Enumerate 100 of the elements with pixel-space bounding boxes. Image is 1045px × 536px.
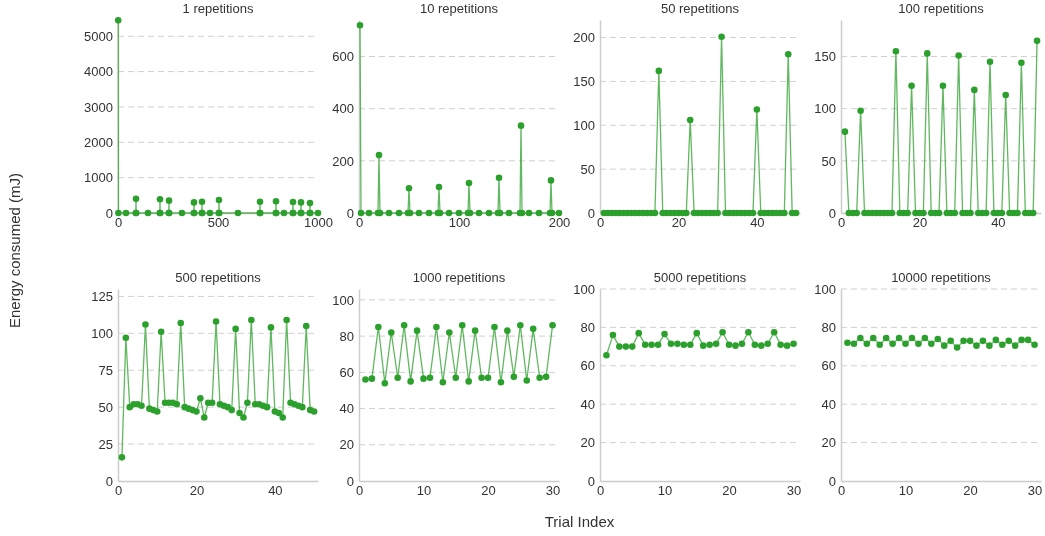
point [764, 340, 772, 347]
point [394, 374, 401, 382]
point [1005, 337, 1013, 345]
point [244, 399, 251, 407]
point [142, 321, 149, 328]
y-tick-label: 600 [332, 49, 354, 65]
point [651, 209, 659, 217]
point [960, 337, 967, 345]
point [306, 199, 314, 207]
y-tick-label: 0 [587, 205, 595, 221]
point [549, 321, 556, 329]
point [193, 408, 200, 415]
point [529, 325, 537, 333]
y-tick-label: 0 [105, 473, 113, 489]
point [923, 50, 931, 57]
point [471, 327, 479, 334]
point [248, 316, 255, 324]
point [971, 86, 978, 94]
y-tick-label: 150 [573, 74, 595, 90]
point [725, 341, 733, 348]
point [368, 375, 376, 382]
point [1031, 341, 1038, 348]
x-tick-label: 20 [481, 483, 496, 499]
y-tick-label: 20 [339, 437, 354, 453]
point [999, 341, 1006, 348]
point [863, 340, 871, 347]
y-tick-label: 1000 [84, 170, 113, 186]
x-tick-label: 30 [786, 483, 802, 499]
chart-title: 10 repetitions [419, 1, 499, 16]
point [420, 375, 427, 382]
point [784, 50, 792, 58]
point [732, 342, 739, 349]
point [661, 330, 668, 338]
point [425, 209, 433, 217]
point [156, 195, 164, 203]
point [749, 209, 757, 217]
point [198, 209, 206, 217]
chart-title: 500 repetitions [175, 270, 262, 285]
x-tick-label: 20 [189, 483, 205, 499]
point [497, 379, 505, 386]
point [547, 177, 555, 184]
point [536, 374, 543, 382]
point [275, 409, 283, 417]
point [523, 377, 531, 384]
point [517, 321, 524, 329]
y-tick-label: 150 [814, 49, 836, 65]
point [654, 341, 662, 348]
point [967, 209, 974, 217]
point [289, 209, 297, 217]
point [272, 198, 280, 205]
point [505, 209, 513, 217]
y-tick-label: 50 [821, 153, 836, 169]
y-tick-label: 400 [332, 101, 354, 117]
point [616, 343, 623, 350]
y-tick-label: 100 [814, 101, 836, 117]
point [200, 414, 208, 421]
point [279, 414, 286, 421]
x-tick-label: 10 [657, 483, 673, 499]
point [751, 341, 759, 348]
point [381, 379, 389, 387]
y-tick-label: 40 [339, 401, 354, 417]
y-tick-label: 60 [580, 358, 595, 374]
chart-title: 5000 repetitions [653, 270, 747, 285]
y-tick-label: 80 [580, 320, 595, 336]
point [783, 342, 791, 349]
y-tick-label: 60 [339, 364, 354, 380]
point [405, 184, 413, 192]
x-tick-label: 20 [963, 483, 978, 499]
point [908, 82, 915, 90]
point [165, 197, 173, 204]
point [215, 196, 223, 204]
y-tick-label: 20 [821, 435, 836, 451]
y-tick-label: 200 [573, 30, 595, 46]
point [718, 33, 725, 40]
point [641, 341, 649, 348]
point [535, 209, 543, 217]
y-tick-label: 0 [587, 473, 595, 489]
point [156, 209, 164, 217]
point [283, 316, 290, 324]
point [504, 327, 511, 334]
point [902, 340, 909, 347]
y-tick-label: 5000 [84, 28, 113, 44]
y-tick-label: 80 [339, 328, 354, 344]
point [920, 209, 927, 217]
y-tick-label: 100 [814, 281, 836, 297]
y-tick-label: 0 [346, 473, 354, 489]
y-tick-label: 50 [580, 161, 595, 177]
point [395, 209, 403, 217]
point [362, 376, 369, 383]
point [357, 209, 365, 217]
point [674, 340, 681, 347]
point [603, 351, 610, 359]
x-tick-label: 40 [991, 215, 1006, 231]
point [889, 340, 896, 347]
point [951, 209, 959, 217]
y-tick-label: 100 [573, 281, 595, 297]
point [478, 374, 485, 382]
point [655, 67, 663, 75]
y-tick-label: 20 [580, 435, 595, 451]
y-tick-label: 125 [91, 289, 113, 305]
